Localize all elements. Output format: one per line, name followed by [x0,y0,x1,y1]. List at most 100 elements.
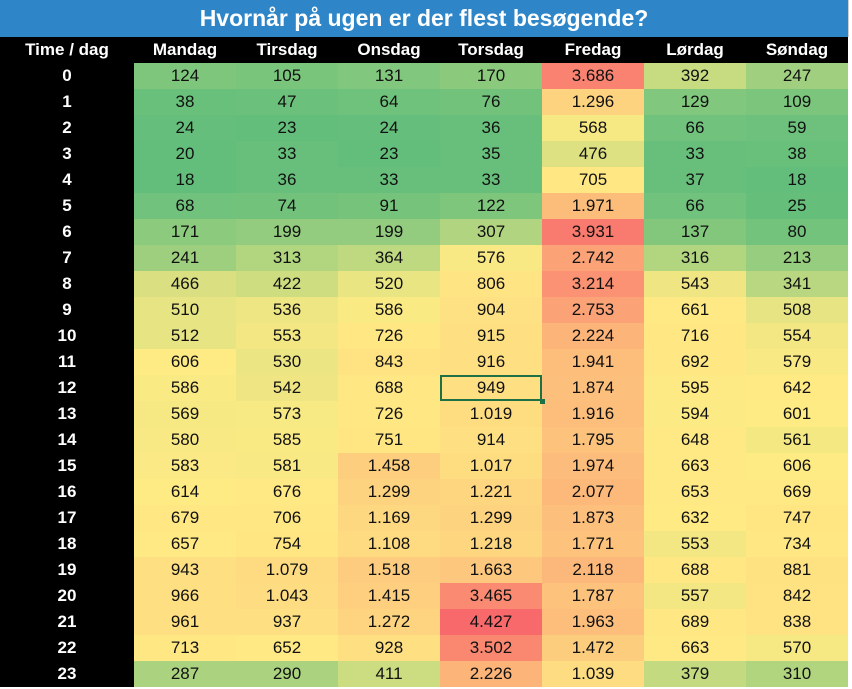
value-cell[interactable]: 1.017 [440,453,542,479]
value-cell[interactable]: 1.019 [440,401,542,427]
value-cell[interactable]: 1.272 [338,609,440,635]
value-cell[interactable]: 36 [236,167,338,193]
value-cell[interactable]: 33 [440,167,542,193]
value-cell[interactable]: 916 [440,349,542,375]
day-header-wednesday[interactable]: Onsdag [338,37,440,63]
value-cell[interactable]: 1.963 [542,609,644,635]
value-cell[interactable]: 66 [644,193,746,219]
value-cell[interactable]: 614 [134,479,236,505]
day-header-tuesday[interactable]: Tirsdag [236,37,338,63]
value-cell[interactable]: 131 [338,63,440,89]
value-cell[interactable]: 379 [644,661,746,687]
value-cell[interactable]: 1.518 [338,557,440,583]
hour-label[interactable]: 15 [0,453,134,479]
value-cell[interactable]: 199 [338,219,440,245]
value-cell[interactable]: 663 [644,453,746,479]
value-cell[interactable]: 915 [440,323,542,349]
value-cell[interactable]: 466 [134,271,236,297]
value-cell[interactable]: 508 [746,297,848,323]
value-cell[interactable]: 66 [644,115,746,141]
value-cell[interactable]: 3.502 [440,635,542,661]
value-cell[interactable]: 422 [236,271,338,297]
value-cell[interactable]: 669 [746,479,848,505]
value-cell[interactable]: 1.299 [440,505,542,531]
value-cell[interactable]: 570 [746,635,848,661]
value-cell[interactable]: 290 [236,661,338,687]
value-cell[interactable]: 657 [134,531,236,557]
value-cell[interactable]: 1.874 [542,375,644,401]
day-header-sunday[interactable]: Søndag [746,37,848,63]
hour-label[interactable]: 1 [0,89,134,115]
value-cell[interactable]: 843 [338,349,440,375]
value-cell[interactable]: 580 [134,427,236,453]
value-cell[interactable]: 688 [644,557,746,583]
value-cell[interactable]: 568 [542,115,644,141]
value-cell[interactable]: 1.079 [236,557,338,583]
value-cell[interactable]: 543 [644,271,746,297]
value-cell[interactable]: 726 [338,401,440,427]
value-cell[interactable]: 583 [134,453,236,479]
value-cell[interactable]: 928 [338,635,440,661]
value-cell[interactable]: 74 [236,193,338,219]
hour-label[interactable]: 10 [0,323,134,349]
value-cell[interactable]: 754 [236,531,338,557]
value-cell[interactable]: 943 [134,557,236,583]
value-cell[interactable]: 747 [746,505,848,531]
value-cell[interactable]: 1.039 [542,661,644,687]
value-cell[interactable]: 38 [134,89,236,115]
value-cell[interactable]: 530 [236,349,338,375]
value-cell[interactable]: 1.873 [542,505,644,531]
value-cell[interactable]: 553 [236,323,338,349]
value-cell[interactable]: 586 [338,297,440,323]
value-cell[interactable]: 653 [644,479,746,505]
value-cell[interactable]: 676 [236,479,338,505]
value-cell[interactable]: 25 [746,193,848,219]
value-cell[interactable]: 554 [746,323,848,349]
value-cell[interactable]: 553 [644,531,746,557]
day-header-friday[interactable]: Fredag [542,37,644,63]
value-cell[interactable]: 122 [440,193,542,219]
hour-label[interactable]: 22 [0,635,134,661]
value-cell[interactable]: 23 [338,141,440,167]
hour-label[interactable]: 14 [0,427,134,453]
value-cell[interactable]: 1.941 [542,349,644,375]
value-cell[interactable]: 109 [746,89,848,115]
value-cell[interactable]: 2.077 [542,479,644,505]
value-cell[interactable]: 601 [746,401,848,427]
value-cell[interactable]: 3.465 [440,583,542,609]
sheet-title[interactable]: Hvornår på ugen er der flest besøgende? [0,0,849,37]
value-cell[interactable]: 692 [644,349,746,375]
value-cell[interactable]: 1.974 [542,453,644,479]
value-cell[interactable]: 606 [134,349,236,375]
value-cell[interactable]: 1.771 [542,531,644,557]
value-cell[interactable]: 751 [338,427,440,453]
value-cell[interactable]: 37 [644,167,746,193]
value-cell[interactable]: 47 [236,89,338,115]
value-cell[interactable]: 68 [134,193,236,219]
value-cell[interactable]: 213 [746,245,848,271]
value-cell[interactable]: 661 [644,297,746,323]
value-cell[interactable]: 310 [746,661,848,687]
day-header-thursday[interactable]: Torsdag [440,37,542,63]
hour-label[interactable]: 2 [0,115,134,141]
corner-header[interactable]: Time / dag [0,37,134,63]
value-cell[interactable]: 914 [440,427,542,453]
hour-label[interactable]: 16 [0,479,134,505]
hour-label[interactable]: 17 [0,505,134,531]
value-cell[interactable]: 904 [440,297,542,323]
value-cell[interactable]: 1.299 [338,479,440,505]
value-cell[interactable]: 2.118 [542,557,644,583]
hour-label[interactable]: 0 [0,63,134,89]
value-cell[interactable]: 512 [134,323,236,349]
value-cell[interactable]: 33 [236,141,338,167]
value-cell[interactable]: 2.742 [542,245,644,271]
value-cell[interactable]: 949 [440,375,545,404]
hour-label[interactable]: 5 [0,193,134,219]
value-cell[interactable]: 170 [440,63,542,89]
hour-label[interactable]: 6 [0,219,134,245]
value-cell[interactable]: 510 [134,297,236,323]
hour-label[interactable]: 21 [0,609,134,635]
value-cell[interactable]: 557 [644,583,746,609]
hour-label[interactable]: 23 [0,661,134,687]
value-cell[interactable]: 1.221 [440,479,542,505]
